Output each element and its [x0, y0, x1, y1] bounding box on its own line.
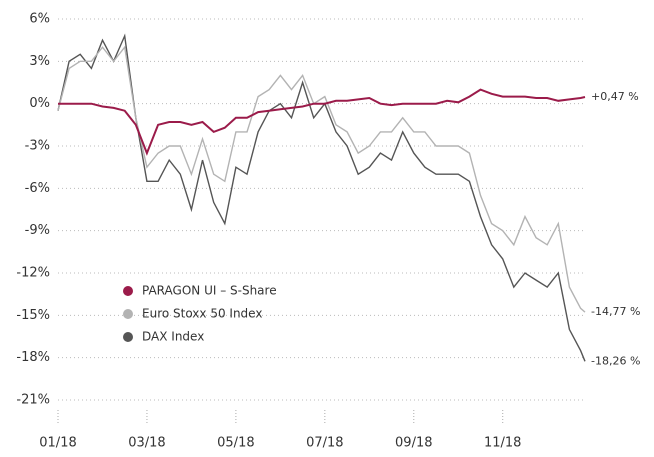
- y-tick-label: -12%: [16, 266, 50, 281]
- legend-marker: [123, 332, 133, 342]
- y-tick-label: -18%: [16, 350, 50, 365]
- end-label: +0,47 %: [591, 90, 639, 103]
- series-line: [57, 33, 586, 362]
- x-tick-label: 09/18: [395, 436, 432, 451]
- legend-label: DAX Index: [142, 330, 204, 344]
- x-tick-label: 05/18: [217, 436, 254, 451]
- y-tick-label: -6%: [25, 181, 50, 196]
- legend-label: PARAGON UI – S-Share: [142, 284, 277, 298]
- end-label: -14,77 %: [591, 305, 640, 318]
- legend-marker: [123, 286, 133, 296]
- y-tick-label: 6%: [29, 12, 50, 27]
- legend-label: Euro Stoxx 50 Index: [142, 307, 262, 321]
- x-tick-label: 01/18: [39, 436, 76, 451]
- x-tick-label: 03/18: [128, 436, 165, 451]
- series-line: [58, 88, 586, 156]
- x-tick-label: 07/18: [306, 436, 343, 451]
- y-tick-label: -3%: [25, 139, 50, 154]
- y-tick-label: -21%: [16, 393, 50, 408]
- legend-marker: [123, 309, 133, 319]
- x-tick-label: 11/18: [484, 436, 521, 451]
- series-line: [57, 45, 586, 313]
- y-tick-label: -9%: [25, 223, 50, 238]
- y-tick-label: -15%: [16, 308, 50, 323]
- y-tick-label: 3%: [29, 54, 50, 69]
- end-label: -18,26 %: [591, 354, 640, 367]
- y-tick-label: 0%: [29, 96, 50, 111]
